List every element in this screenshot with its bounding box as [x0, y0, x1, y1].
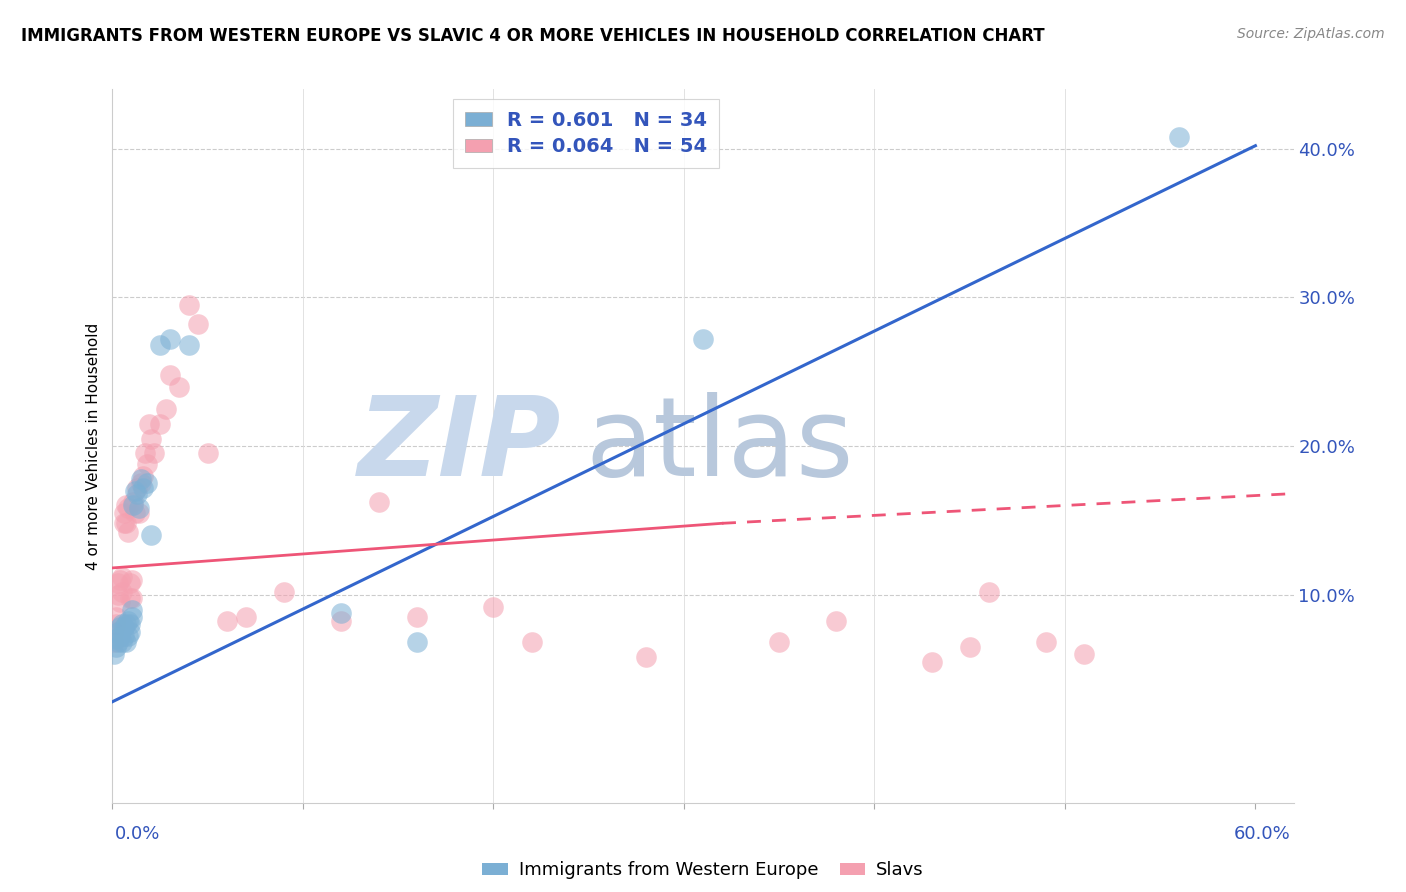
Point: [139, 432, 162, 446]
Point: [406, 635, 429, 649]
Point: [107, 624, 129, 639]
Point: [112, 516, 135, 531]
Point: [159, 368, 181, 382]
Text: 0.0%: 0.0%: [115, 825, 160, 843]
Point: [107, 588, 129, 602]
Point: [139, 528, 162, 542]
Point: [520, 635, 543, 649]
Point: [143, 446, 166, 460]
Point: [108, 595, 131, 609]
Point: [177, 338, 200, 352]
Point: [330, 615, 353, 629]
Point: [111, 635, 134, 649]
Point: [215, 615, 238, 629]
Point: [128, 506, 150, 520]
Point: [129, 476, 152, 491]
Point: [482, 599, 505, 614]
Text: 60.0%: 60.0%: [1234, 825, 1291, 843]
Point: [108, 620, 131, 634]
Point: [330, 606, 353, 620]
Point: [177, 298, 200, 312]
Point: [111, 617, 134, 632]
Point: [121, 573, 143, 587]
Point: [197, 446, 219, 460]
Legend: Immigrants from Western Europe, Slavs: Immigrants from Western Europe, Slavs: [475, 855, 931, 887]
Point: [121, 591, 143, 605]
Point: [1073, 647, 1095, 661]
Point: [105, 640, 128, 654]
Point: [122, 495, 145, 509]
Point: [149, 417, 172, 431]
Point: [135, 476, 157, 491]
Point: [273, 584, 295, 599]
Point: [117, 615, 139, 629]
Point: [118, 575, 141, 590]
Point: [103, 624, 125, 639]
Point: [167, 379, 190, 393]
Point: [103, 635, 125, 649]
Text: atlas: atlas: [585, 392, 853, 500]
Point: [114, 617, 136, 632]
Point: [368, 495, 391, 509]
Point: [132, 468, 155, 483]
Point: [235, 610, 257, 624]
Point: [122, 499, 145, 513]
Point: [1168, 129, 1191, 144]
Point: [117, 501, 139, 516]
Point: [121, 602, 143, 616]
Point: [114, 516, 136, 531]
Point: [129, 472, 152, 486]
Point: [105, 632, 128, 647]
Point: [112, 506, 135, 520]
Point: [107, 635, 129, 649]
Point: [111, 570, 134, 584]
Point: [149, 338, 172, 352]
Point: [117, 629, 139, 643]
Point: [155, 401, 177, 416]
Point: [117, 525, 139, 540]
Point: [108, 629, 131, 643]
Point: [103, 647, 125, 661]
Point: [159, 332, 181, 346]
Point: [114, 635, 136, 649]
Point: [118, 617, 141, 632]
Y-axis label: 4 or more Vehicles in Household: 4 or more Vehicles in Household: [86, 322, 101, 570]
Point: [768, 635, 790, 649]
Text: IMMIGRANTS FROM WESTERN EUROPE VS SLAVIC 4 OR MORE VEHICLES IN HOUSEHOLD CORRELA: IMMIGRANTS FROM WESTERN EUROPE VS SLAVIC…: [21, 27, 1045, 45]
Point: [135, 457, 157, 471]
Point: [114, 499, 136, 513]
Point: [959, 640, 981, 654]
Point: [138, 417, 160, 431]
Point: [107, 575, 129, 590]
Point: [1035, 635, 1057, 649]
Point: [127, 481, 149, 495]
Point: [124, 483, 146, 498]
Point: [124, 506, 146, 520]
Point: [105, 617, 128, 632]
Point: [134, 446, 156, 460]
Point: [634, 650, 657, 665]
Point: [111, 584, 134, 599]
Point: [118, 591, 141, 605]
Point: [128, 501, 150, 516]
Point: [187, 317, 209, 331]
Point: [118, 624, 141, 639]
Point: [121, 610, 143, 624]
Point: [108, 573, 131, 587]
Point: [406, 610, 429, 624]
Point: [112, 620, 135, 634]
Point: [977, 584, 1000, 599]
Point: [921, 655, 943, 669]
Text: Source: ZipAtlas.com: Source: ZipAtlas.com: [1237, 27, 1385, 41]
Point: [112, 629, 135, 643]
Point: [692, 332, 714, 346]
Point: [105, 610, 128, 624]
Point: [127, 486, 149, 500]
Point: [825, 615, 848, 629]
Text: ZIP: ZIP: [357, 392, 561, 500]
Point: [132, 481, 155, 495]
